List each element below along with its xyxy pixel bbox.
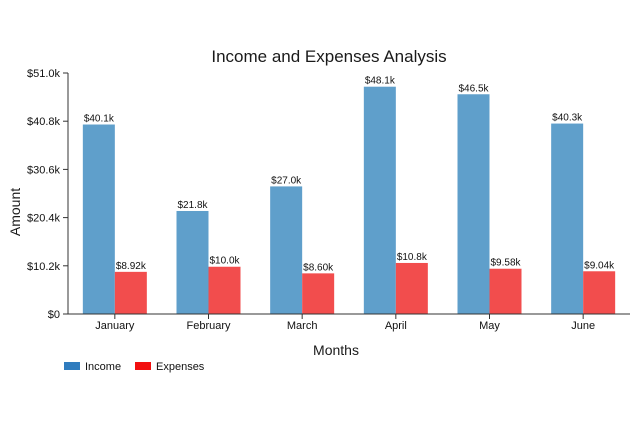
data-label-expenses-february: $10.0k <box>209 256 240 267</box>
data-label-income-march: $27.0k <box>271 175 302 186</box>
data-label-expenses-january: $8.92k <box>116 261 147 272</box>
bar-income-february <box>176 210 209 314</box>
bar-expenses-march <box>302 273 335 314</box>
x-tick-label-january: January <box>95 320 135 332</box>
y-tick-label: $20.4k <box>27 213 61 225</box>
bar-expenses-january <box>114 271 147 314</box>
x-tick-label-may: May <box>479 320 500 332</box>
bar-income-june <box>551 123 584 314</box>
data-label-income-february: $21.8k <box>177 200 208 211</box>
legend-swatch-income <box>64 362 80 370</box>
bar-income-may <box>457 94 490 314</box>
bar-expenses-june <box>583 271 616 314</box>
bar-expenses-may <box>489 268 522 314</box>
y-tick-label: $30.6k <box>27 164 61 176</box>
x-tick-label-february: February <box>186 320 231 332</box>
y-axis-label: Amount <box>7 188 23 236</box>
data-label-expenses-may: $9.58k <box>490 258 521 269</box>
x-tick-label-april: April <box>385 320 407 332</box>
bar-expenses-april <box>395 262 428 314</box>
x-tick-label-june: June <box>571 320 595 332</box>
legend-swatch-expenses <box>135 362 151 370</box>
legend-label-expenses: Expenses <box>156 361 205 373</box>
data-label-expenses-march: $8.60k <box>303 262 334 273</box>
y-tick-label: $10.2k <box>27 261 61 273</box>
bar-income-april <box>363 86 396 314</box>
legend: Income Expenses <box>64 361 205 373</box>
plot-area: $40.1k $21.8k $27.0k $48.1k $46.5k $40.3k $8.9… <box>27 68 630 332</box>
bar-income-march <box>270 186 303 314</box>
x-axis-label: Months <box>313 342 359 358</box>
data-label-income-april: $48.1k <box>365 76 396 87</box>
y-tick-label: $0 <box>48 309 60 321</box>
bar-income-january <box>82 124 115 314</box>
data-label-income-may: $46.5k <box>458 83 489 94</box>
chart-title: Income and Expenses Analysis <box>211 47 446 66</box>
y-tick-label: $40.8k <box>27 116 61 128</box>
data-label-expenses-june: $9.04k <box>584 260 615 271</box>
legend-label-income: Income <box>85 361 121 373</box>
data-label-expenses-april: $10.8k <box>397 252 428 263</box>
bar-expenses-february <box>208 266 241 314</box>
data-label-income-june: $40.3k <box>552 113 583 124</box>
data-label-income-january: $40.1k <box>84 114 115 125</box>
y-tick-label: $51.0k <box>27 68 61 80</box>
x-tick-label-march: March <box>287 320 318 332</box>
